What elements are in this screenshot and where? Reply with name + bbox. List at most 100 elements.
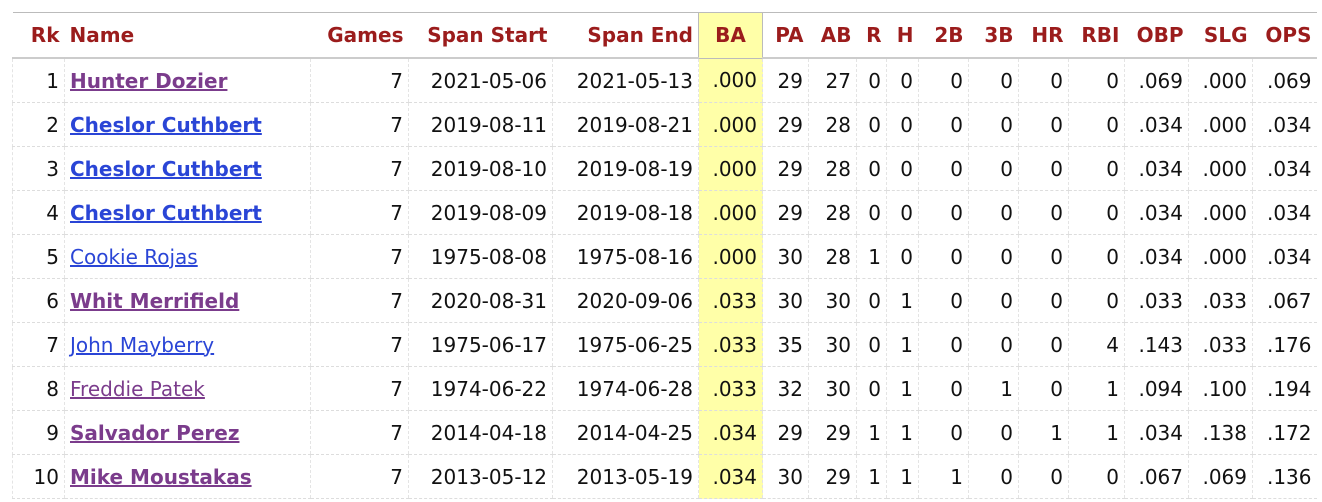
cell: 0 bbox=[968, 322, 1019, 367]
cell: .034 bbox=[698, 454, 763, 499]
cell: 1 bbox=[886, 366, 919, 411]
cell: .000 bbox=[698, 234, 763, 279]
name-cell: Cheslor Cuthbert bbox=[64, 190, 311, 235]
cell: 8 bbox=[12, 366, 65, 411]
cell: .000 bbox=[1188, 146, 1253, 191]
cell: 3 bbox=[12, 146, 65, 191]
cell: 0 bbox=[968, 454, 1019, 499]
cell: 4 bbox=[12, 190, 65, 235]
table-row: 2 Cheslor Cuthbert 7 2019-08-11 2019-08-21.0… bbox=[12, 102, 1317, 147]
cell: .034 bbox=[1252, 190, 1317, 235]
cell: 0 bbox=[886, 58, 919, 103]
cell: 1 bbox=[1018, 410, 1069, 455]
cell: 1 bbox=[968, 366, 1019, 411]
cell: .000 bbox=[698, 102, 763, 147]
cell: 29 bbox=[762, 146, 809, 191]
cell: .094 bbox=[1124, 366, 1189, 411]
column-header: Rk bbox=[12, 12, 65, 59]
cell: 29 bbox=[762, 190, 809, 235]
cell: 1 bbox=[886, 410, 919, 455]
player-link[interactable]: Salvador Perez bbox=[70, 420, 240, 445]
cell: 7 bbox=[310, 278, 409, 323]
column-header: Span End bbox=[552, 12, 699, 59]
column-header: R bbox=[856, 12, 887, 59]
column-header: SLG bbox=[1188, 12, 1253, 59]
table-row: 4 Cheslor Cuthbert 7 2019-08-09 2019-08-18.0… bbox=[12, 190, 1317, 235]
cell: 30 bbox=[808, 322, 857, 367]
cell: 0 bbox=[1018, 58, 1069, 103]
cell: 2020-09-06 bbox=[552, 278, 699, 323]
cell: 1 bbox=[856, 454, 887, 499]
cell: .034 bbox=[698, 410, 763, 455]
cell: 2013-05-19 bbox=[552, 454, 699, 499]
cell: 0 bbox=[856, 102, 887, 147]
player-link[interactable]: Mike Moustakas bbox=[70, 464, 252, 489]
cell: 0 bbox=[1068, 58, 1125, 103]
cell: .000 bbox=[1188, 234, 1253, 279]
cell: 1975-06-17 bbox=[408, 322, 553, 367]
cell: 1 bbox=[886, 454, 919, 499]
cell: 30 bbox=[808, 366, 857, 411]
cell: .034 bbox=[1124, 234, 1189, 279]
name-cell: Mike Moustakas bbox=[64, 454, 311, 499]
player-link[interactable]: Cheslor Cuthbert bbox=[70, 200, 262, 225]
cell: .067 bbox=[1124, 454, 1189, 499]
player-link[interactable]: Hunter Dozier bbox=[70, 68, 228, 93]
cell: 0 bbox=[918, 278, 969, 323]
cell: 0 bbox=[856, 278, 887, 323]
cell: 2014-04-18 bbox=[408, 410, 553, 455]
cell: 0 bbox=[1068, 278, 1125, 323]
name-cell: Hunter Dozier bbox=[64, 58, 311, 103]
column-header: 2B bbox=[918, 12, 969, 59]
cell: 0 bbox=[918, 410, 969, 455]
player-link[interactable]: Cookie Rojas bbox=[70, 244, 198, 269]
cell: 10 bbox=[12, 454, 65, 499]
cell: 0 bbox=[886, 146, 919, 191]
cell: 0 bbox=[918, 146, 969, 191]
cell: .138 bbox=[1188, 410, 1253, 455]
cell: 28 bbox=[808, 102, 857, 147]
cell: 7 bbox=[310, 146, 409, 191]
cell: 0 bbox=[1018, 454, 1069, 499]
cell: .033 bbox=[1188, 322, 1253, 367]
cell: 0 bbox=[1018, 190, 1069, 235]
cell: 0 bbox=[1018, 278, 1069, 323]
cell: .033 bbox=[698, 278, 763, 323]
cell: 1 bbox=[856, 234, 887, 279]
cell: 1975-08-16 bbox=[552, 234, 699, 279]
cell: 0 bbox=[886, 102, 919, 147]
cell: 2021-05-13 bbox=[552, 58, 699, 103]
cell: 7 bbox=[310, 190, 409, 235]
player-link[interactable]: John Mayberry bbox=[70, 332, 215, 357]
cell: 28 bbox=[808, 190, 857, 235]
name-cell: John Mayberry bbox=[64, 322, 311, 367]
cell: 2021-05-06 bbox=[408, 58, 553, 103]
cell: 30 bbox=[808, 278, 857, 323]
cell: 0 bbox=[1018, 146, 1069, 191]
player-link[interactable]: Cheslor Cuthbert bbox=[70, 156, 262, 181]
cell: 0 bbox=[886, 234, 919, 279]
cell: 0 bbox=[856, 146, 887, 191]
cell: 5 bbox=[12, 234, 65, 279]
cell: .172 bbox=[1252, 410, 1317, 455]
player-link[interactable]: Whit Merrifield bbox=[70, 288, 240, 313]
cell: .069 bbox=[1252, 58, 1317, 103]
cell: 0 bbox=[968, 278, 1019, 323]
cell: .100 bbox=[1188, 366, 1253, 411]
cell: 1 bbox=[1068, 366, 1125, 411]
cell: 9 bbox=[12, 410, 65, 455]
column-header: 3B bbox=[968, 12, 1019, 59]
cell: 0 bbox=[918, 190, 969, 235]
name-cell: Freddie Patek bbox=[64, 366, 311, 411]
player-link[interactable]: Cheslor Cuthbert bbox=[70, 112, 262, 137]
cell: 1975-08-08 bbox=[408, 234, 553, 279]
cell: 2019-08-19 bbox=[552, 146, 699, 191]
cell: .000 bbox=[1188, 58, 1253, 103]
cell: .034 bbox=[1124, 410, 1189, 455]
cell: .069 bbox=[1188, 454, 1253, 499]
cell: 7 bbox=[310, 58, 409, 103]
cell: 2019-08-18 bbox=[552, 190, 699, 235]
player-link[interactable]: Freddie Patek bbox=[70, 376, 205, 401]
cell: .034 bbox=[1124, 146, 1189, 191]
